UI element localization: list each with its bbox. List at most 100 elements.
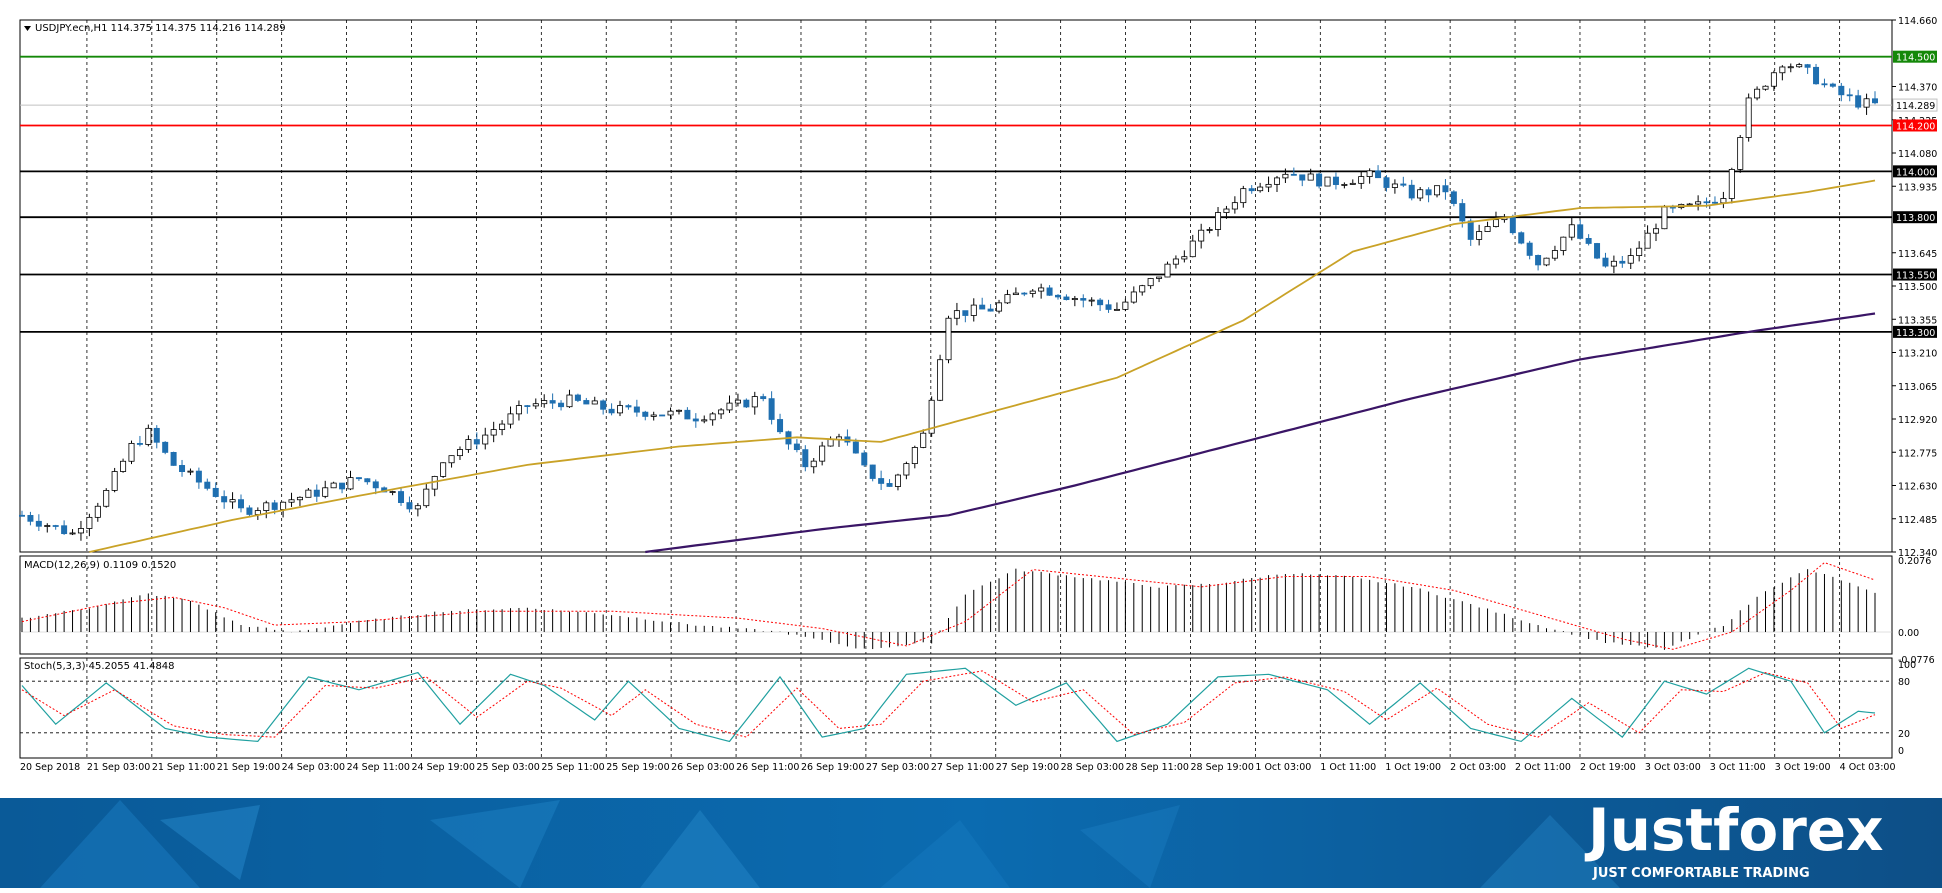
candle-body bbox=[777, 419, 784, 433]
candle-body bbox=[1358, 176, 1365, 184]
stoch-tick-label: 100 bbox=[1898, 660, 1916, 671]
price-axis: 114.660114.370114.225114.080113.935113.6… bbox=[1892, 16, 1938, 559]
candle-body bbox=[1838, 85, 1845, 96]
price-tick-label: 113.500 bbox=[1898, 282, 1937, 293]
level-price-label: 113.300 bbox=[1896, 328, 1935, 339]
time-tick-label: 24 Sep 11:00 bbox=[347, 762, 410, 773]
candle-body bbox=[1518, 232, 1525, 244]
dropdown-triangle-icon[interactable] bbox=[24, 26, 31, 31]
candle-body bbox=[1273, 177, 1280, 185]
candle-body bbox=[558, 402, 565, 408]
macd-tick-label: 0.2076 bbox=[1898, 556, 1931, 567]
candle-body bbox=[507, 413, 514, 425]
stoch-label: Stoch(5,3,3) 45.2055 41.4848 bbox=[24, 661, 175, 672]
candle-body bbox=[675, 409, 682, 412]
candle-body bbox=[1745, 97, 1752, 138]
candle-body bbox=[18, 514, 25, 517]
candle-body bbox=[1602, 257, 1609, 267]
candle-body bbox=[987, 308, 994, 312]
candle-body bbox=[1585, 238, 1592, 244]
candle-body bbox=[1105, 304, 1112, 310]
candle-body bbox=[280, 501, 287, 510]
candle-body bbox=[591, 400, 598, 405]
candle-body bbox=[1770, 72, 1777, 87]
banner-decoration bbox=[880, 820, 1010, 888]
candle-body bbox=[1644, 232, 1651, 249]
price-tick-label: 114.660 bbox=[1898, 16, 1937, 27]
time-tick-label: 2 Oct 19:00 bbox=[1580, 762, 1636, 773]
grid-lines bbox=[20, 20, 1892, 758]
candle-body bbox=[1568, 224, 1575, 238]
candle-body bbox=[734, 399, 741, 404]
candle-body bbox=[1686, 203, 1693, 206]
candle-body bbox=[1071, 298, 1078, 301]
candle-body bbox=[878, 478, 885, 484]
macd-label: MACD(12,26,9) 0.1109 0.1520 bbox=[24, 560, 176, 571]
candle-body bbox=[1341, 184, 1348, 186]
candle-body bbox=[246, 507, 253, 515]
candle-body bbox=[1021, 292, 1028, 295]
candle-body bbox=[440, 462, 447, 477]
candle-body bbox=[1804, 64, 1811, 68]
candle-body bbox=[263, 502, 270, 511]
candle-body bbox=[996, 302, 1003, 312]
candle-body bbox=[473, 439, 480, 445]
candle-body bbox=[465, 439, 472, 450]
candle-body bbox=[1400, 183, 1407, 186]
candle-body bbox=[802, 449, 809, 468]
candle-body bbox=[1796, 64, 1803, 68]
candle-body bbox=[1316, 173, 1323, 187]
candle-body bbox=[1813, 66, 1820, 85]
candle-body bbox=[1720, 198, 1727, 204]
candle-body bbox=[1113, 308, 1120, 311]
time-tick-label: 20 Sep 2018 bbox=[20, 762, 80, 773]
price-tick-label: 113.210 bbox=[1898, 349, 1937, 360]
candle-body bbox=[1661, 206, 1668, 230]
macd-tick-label: -0.0776 bbox=[1898, 655, 1935, 666]
candle-body bbox=[583, 400, 590, 405]
candle-body bbox=[810, 460, 817, 468]
candle-body bbox=[330, 482, 337, 489]
candle-body bbox=[532, 403, 539, 407]
candle-body bbox=[911, 447, 918, 465]
candle-body bbox=[414, 505, 421, 510]
candle-body bbox=[928, 399, 935, 434]
time-tick-label: 24 Sep 03:00 bbox=[282, 762, 345, 773]
stoch-panel[interactable] bbox=[19, 657, 1893, 759]
candle-body bbox=[212, 487, 219, 497]
candle-body bbox=[162, 441, 169, 453]
candle-body bbox=[372, 481, 379, 489]
candle-body bbox=[937, 359, 944, 401]
candle-body bbox=[179, 465, 186, 473]
macd-indicator: 0.2076 0.00 -0.0776 bbox=[21, 556, 1935, 666]
candle-body bbox=[120, 460, 127, 472]
candle-body bbox=[1695, 201, 1702, 205]
banner-decoration bbox=[1080, 805, 1180, 888]
banner-decoration bbox=[160, 805, 260, 880]
time-axis: 20 Sep 2018 21 Sep 03:00 21 Sep 11:00 21 Se… bbox=[20, 762, 1896, 773]
time-tick-label: 27 Sep 03:00 bbox=[866, 762, 929, 773]
time-tick-label: 3 Oct 03:00 bbox=[1645, 762, 1701, 773]
candle-body bbox=[760, 396, 767, 400]
candle-body bbox=[1408, 184, 1415, 199]
candle-body bbox=[305, 489, 312, 498]
candle-body bbox=[1139, 285, 1146, 293]
candle-body bbox=[1619, 260, 1626, 264]
macd-panel[interactable] bbox=[19, 555, 1893, 655]
banner-decoration bbox=[640, 810, 760, 888]
candle-body bbox=[136, 442, 143, 445]
candle-body bbox=[77, 528, 84, 534]
chart-title: USDJPY.ecn,H1 114.375 114.375 114.216 11… bbox=[35, 23, 286, 34]
candle-body bbox=[633, 406, 640, 413]
stoch-k-line bbox=[21, 667, 1876, 743]
candle-body bbox=[1509, 217, 1516, 234]
stoch-indicator: 100 80 20 0 bbox=[21, 660, 1916, 757]
price-tick-label: 114.370 bbox=[1898, 83, 1937, 94]
candle-body bbox=[1560, 236, 1567, 251]
candle-body bbox=[962, 310, 969, 316]
time-tick-label: 24 Sep 19:00 bbox=[411, 762, 474, 773]
candle-body bbox=[608, 408, 615, 414]
price-tick-label: 113.065 bbox=[1898, 382, 1937, 393]
price-panel[interactable] bbox=[19, 19, 1893, 553]
candle-body bbox=[1434, 185, 1441, 196]
